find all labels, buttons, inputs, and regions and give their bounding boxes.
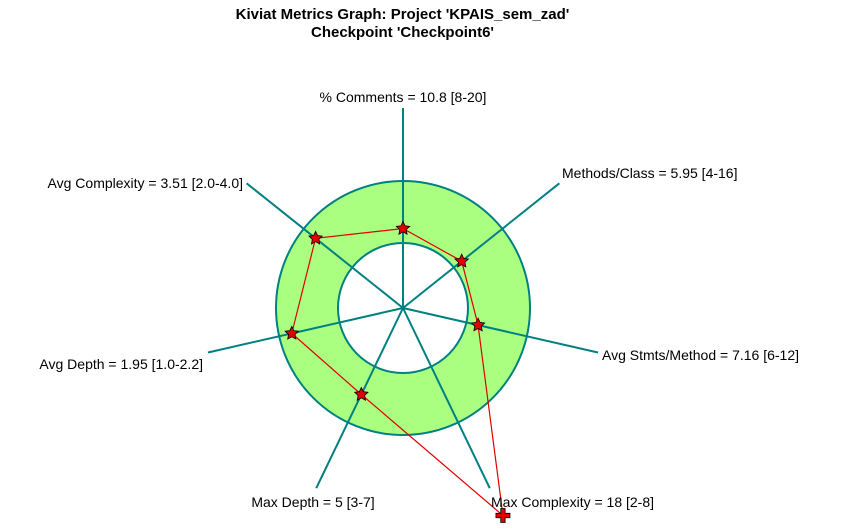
axis-label-4: Max Complexity = 18 [2-8] [491,494,654,510]
axis-label-6: Avg Depth = 1.95 [1.0-2.2] [39,356,203,372]
data-point-marker [454,253,470,268]
axis-line-7 [246,182,404,309]
axis-label-3: Avg Stmts/Method = 7.16 [6-12] [602,347,799,363]
axis-line-2 [402,182,560,309]
data-point-marker [308,230,324,245]
data-point-marker [395,220,411,235]
axis-line-6 [207,307,404,354]
axis-label-1: % Comments = 10.8 [8-20] [320,89,487,105]
axis-label-7: Avg Complexity = 3.51 [2.0-4.0] [48,175,243,191]
axis-label-5: Max Depth = 5 [3-7] [251,494,374,510]
metrics-polygon [291,227,504,517]
data-point-marker [353,386,369,401]
axis-line-4 [402,307,491,489]
data-point-marker [284,325,300,340]
data-point-marker [470,317,486,332]
out-of-range-marker [495,508,511,523]
axis-label-2: Methods/Class = 5.95 [4-16] [562,165,738,181]
axis-line-3 [402,307,599,354]
chart-title: Kiviat Metrics Graph: Project 'KPAIS_sem… [235,6,570,23]
chart-subtitle: Checkpoint 'Checkpoint6' [311,24,494,41]
